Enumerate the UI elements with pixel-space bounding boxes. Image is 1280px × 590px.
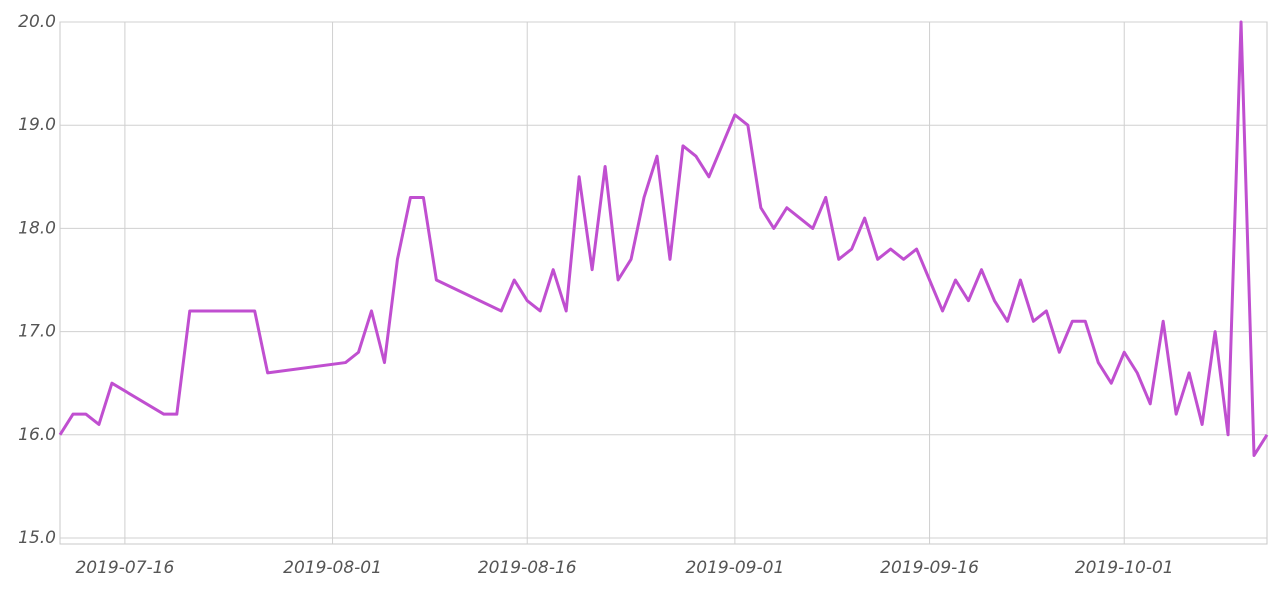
y-tick-label: 15.0 — [18, 528, 56, 548]
x-tick-label: 2019-09-16 — [880, 558, 979, 578]
y-tick-label: 16.0 — [18, 425, 56, 445]
x-tick-label: 2019-10-01 — [1075, 558, 1174, 578]
plot-frame — [59, 21, 1268, 545]
y-tick-label: 20.0 — [18, 12, 56, 32]
x-tick-label: 2019-08-01 — [283, 558, 382, 578]
line — [58, 20, 1269, 457]
y-tick-label: 17.0 — [18, 322, 56, 342]
y-tick-label: 19.0 — [18, 115, 56, 135]
x-tick-label: 2019-09-01 — [685, 558, 784, 578]
x-tick-label: 2019-08-16 — [478, 558, 577, 578]
y-tick-label: 18.0 — [18, 218, 56, 238]
x-tick-label: 2019-07-16 — [75, 558, 174, 578]
